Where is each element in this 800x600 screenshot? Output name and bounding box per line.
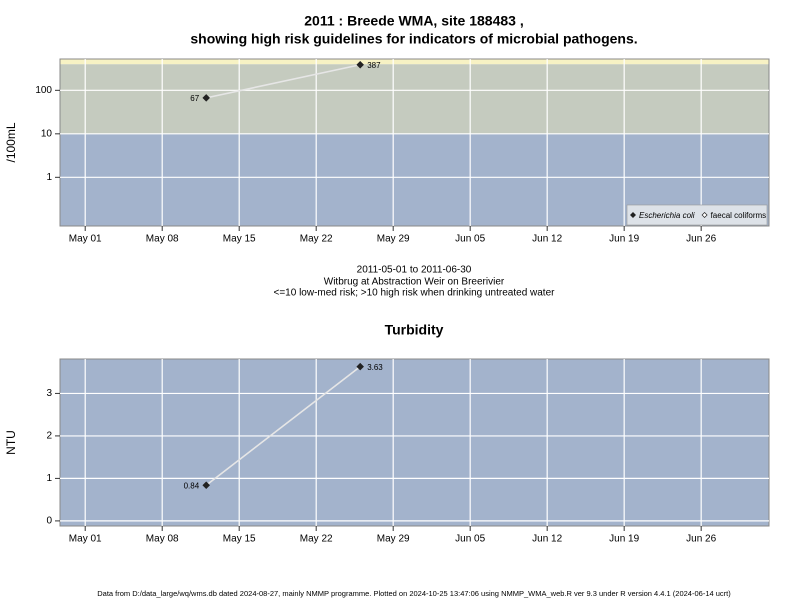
value-label: 3.63 — [367, 363, 383, 372]
risk-band — [60, 64, 769, 134]
legend-label: faecal coliforms — [711, 211, 767, 220]
legend-marker — [630, 212, 636, 218]
value-label: 67 — [190, 94, 199, 103]
x-tick-label: Jun 26 — [686, 234, 716, 245]
x-tick-label: May 15 — [223, 234, 256, 245]
data-point — [356, 60, 364, 69]
x-tick-label: Jun 12 — [532, 534, 562, 545]
value-label: 0.84 — [184, 481, 200, 490]
x-tick-label: May 22 — [300, 534, 333, 545]
risk-band — [60, 59, 769, 65]
x-tick-label: May 08 — [146, 234, 179, 245]
data-point — [202, 481, 210, 489]
footer: Data from D:/data_large/wq/wms.db dated … — [97, 589, 731, 598]
plot-frame — [59, 358, 770, 527]
x-tick-label: Jun 12 — [532, 234, 562, 245]
note: Witbrug at Abstraction Weir on Breerivie… — [324, 277, 505, 288]
y-tick-label: 100 — [35, 85, 52, 96]
data-point — [202, 94, 210, 102]
legend-box — [626, 204, 768, 226]
x-tick-label: May 01 — [69, 234, 102, 245]
x-tick-label: May 01 — [69, 534, 102, 545]
y-tick-label: 10 — [41, 128, 53, 139]
series-line — [206, 63, 361, 99]
plot-frame — [59, 58, 770, 227]
x-tick-label: Jun 19 — [609, 534, 639, 545]
y-axis-label: NTU — [4, 430, 18, 455]
series-line — [205, 366, 361, 486]
y-tick-label: 3 — [46, 388, 52, 399]
legend: Escherichia coli faecal coliforms — [626, 204, 768, 226]
note: 2011-05-01 to 2011-06-30 — [357, 265, 472, 276]
legend-label: Escherichia coli — [639, 211, 695, 220]
y-tick-label: 1 — [46, 473, 52, 484]
title-line: 2011 : Breede WMA, site 188483 , — [304, 13, 523, 29]
y-tick-label: 0 — [46, 516, 52, 527]
x-tick-label: Jun 26 — [686, 534, 716, 545]
risk-band — [60, 359, 769, 526]
x-tick-label: Jun 19 — [609, 234, 639, 245]
value-label: 387 — [367, 61, 381, 70]
data-point — [356, 362, 364, 371]
note: <=10 low-med risk; >10 high risk when dr… — [274, 288, 556, 299]
y-tick-label: 1 — [46, 172, 52, 183]
x-tick-label: May 29 — [377, 234, 410, 245]
y-axis-label: /100mL — [4, 122, 18, 162]
x-tick-label: May 08 — [146, 534, 179, 545]
x-tick-label: May 15 — [223, 534, 256, 545]
legend-marker — [701, 212, 708, 218]
x-tick-label: May 29 — [377, 534, 410, 545]
x-tick-label: May 22 — [300, 234, 333, 245]
x-tick-label: Jun 05 — [455, 534, 485, 545]
title-line: showing high risk guidelines for indicat… — [190, 31, 637, 47]
x-tick-label: Jun 05 — [455, 234, 485, 245]
y-tick-label: 2 — [46, 431, 52, 442]
chart-title: Turbidity — [385, 322, 444, 338]
